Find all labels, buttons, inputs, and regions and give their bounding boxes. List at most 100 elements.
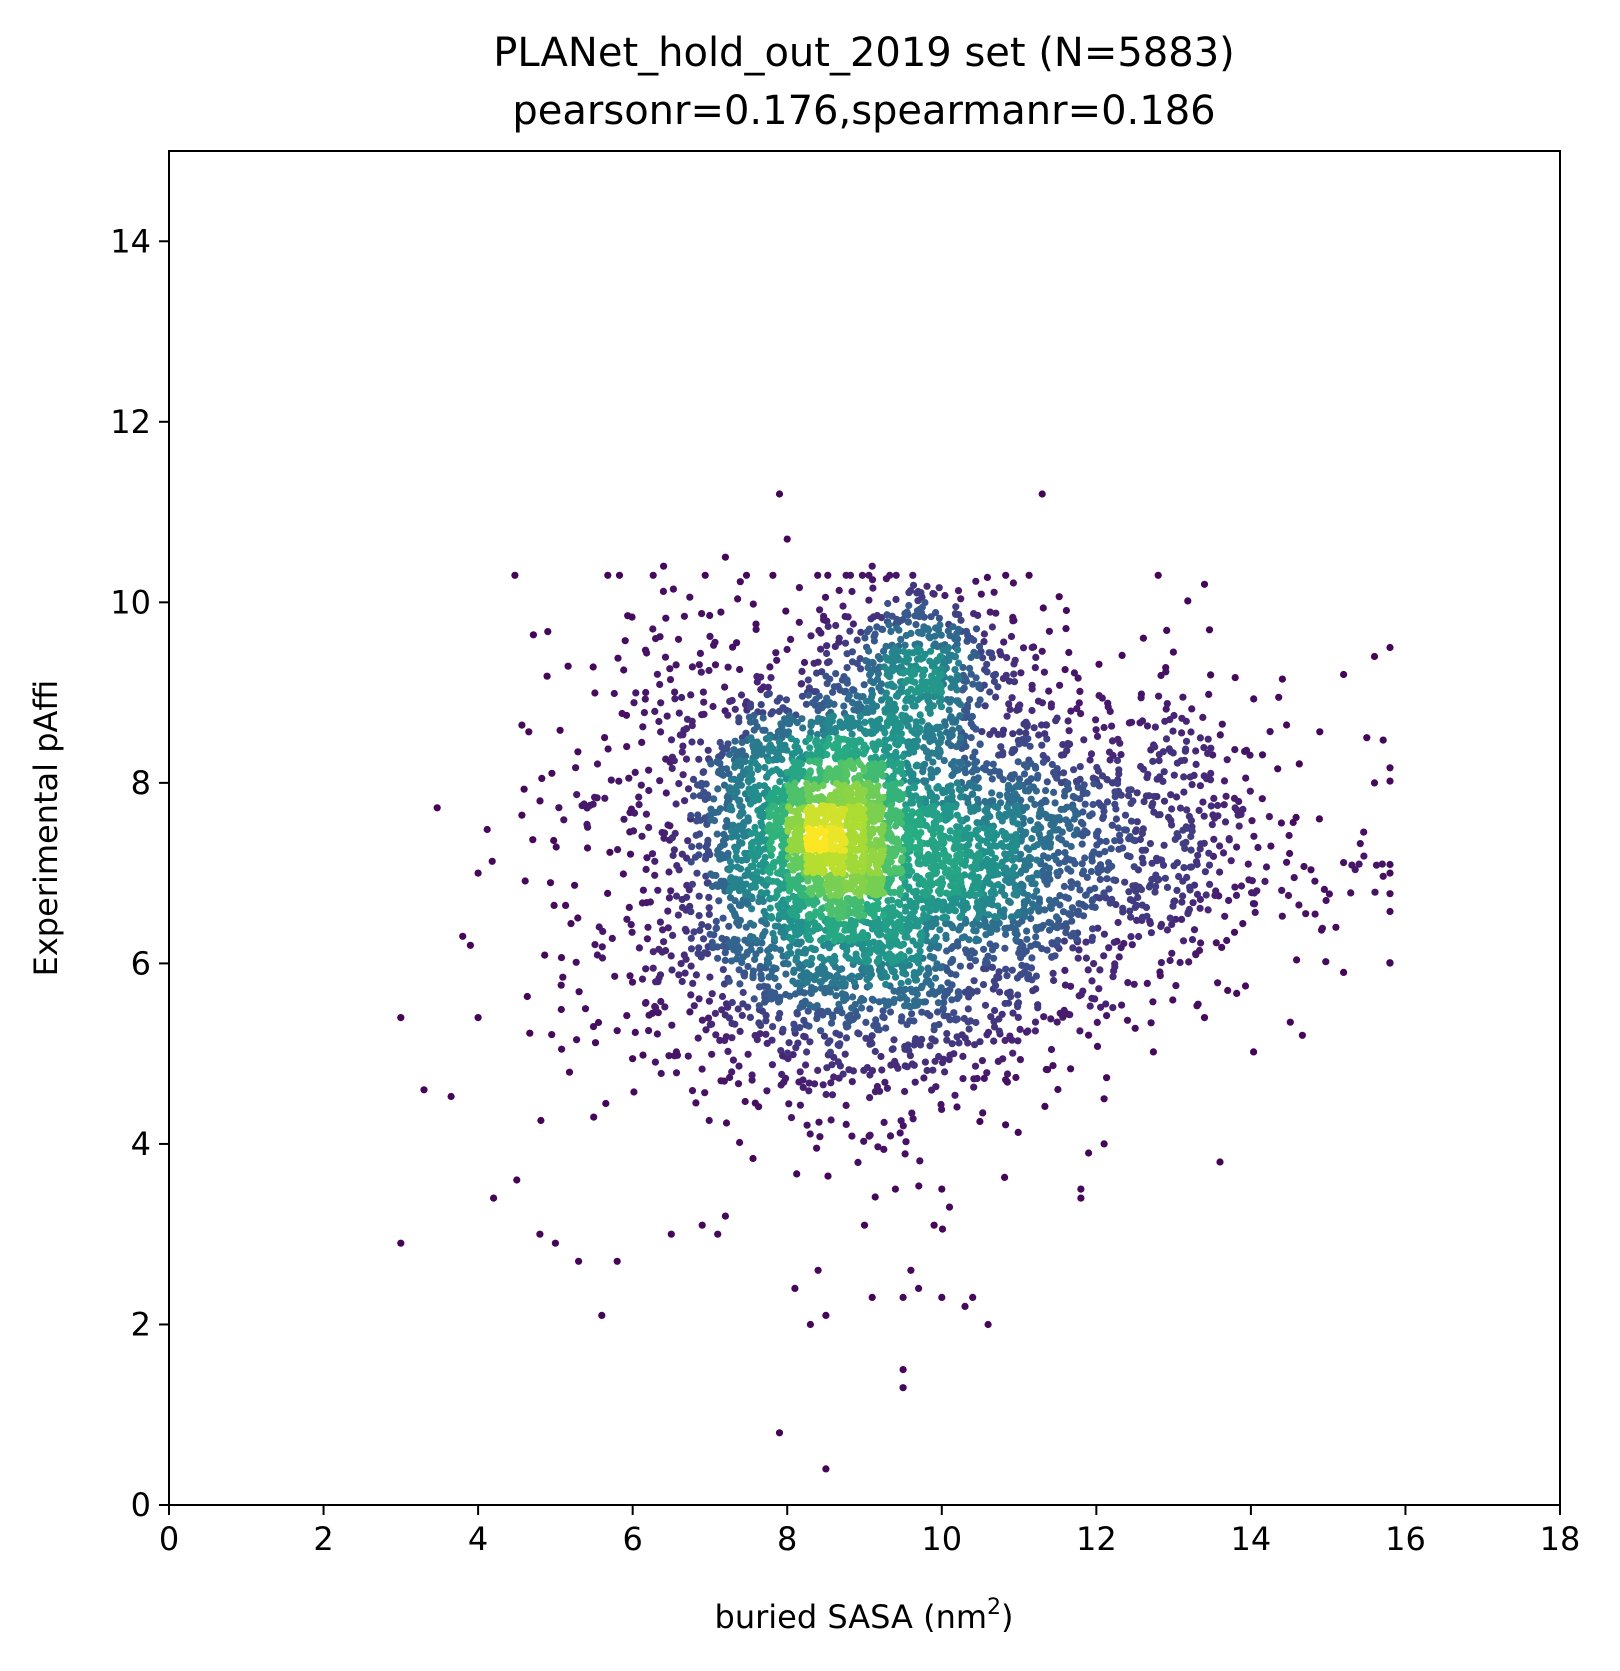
scatter-point bbox=[1093, 732, 1102, 741]
scatter-point bbox=[909, 1115, 917, 1123]
scatter-point bbox=[1092, 716, 1100, 724]
scatter-point bbox=[997, 651, 1005, 659]
scatter-point bbox=[834, 1041, 842, 1049]
scatter-point bbox=[681, 925, 690, 933]
scatter-point bbox=[985, 911, 993, 919]
scatter-point bbox=[813, 669, 821, 677]
scatter-point bbox=[719, 966, 727, 974]
scatter-point bbox=[730, 746, 738, 754]
scatter-point bbox=[777, 770, 785, 778]
scatter-point bbox=[725, 1014, 734, 1022]
scatter-point bbox=[1088, 897, 1096, 905]
scatter-point bbox=[662, 789, 670, 797]
scatter-point bbox=[712, 871, 720, 880]
scatter-point bbox=[953, 640, 961, 648]
scatter-point bbox=[940, 757, 948, 765]
scatter-point bbox=[1208, 821, 1216, 829]
scatter-point bbox=[1100, 1140, 1108, 1148]
scatter-point bbox=[1163, 926, 1171, 934]
scatter-point bbox=[706, 632, 714, 641]
scatter-point bbox=[1022, 718, 1030, 726]
scatter-point bbox=[1053, 765, 1061, 773]
scatter-point bbox=[1020, 909, 1028, 917]
scatter-point bbox=[751, 823, 759, 832]
scatter-point bbox=[832, 621, 840, 630]
scatter-point bbox=[929, 732, 937, 740]
scatter-point bbox=[931, 824, 939, 832]
scatter-point bbox=[707, 760, 715, 768]
scatter-point bbox=[824, 933, 832, 941]
scatter-point bbox=[620, 815, 628, 823]
scatter-point bbox=[972, 577, 980, 585]
scatter-point bbox=[1103, 875, 1111, 883]
scatter-point bbox=[824, 1039, 832, 1047]
scatter-point bbox=[1021, 787, 1030, 795]
scatter-point bbox=[733, 783, 741, 791]
scatter-point bbox=[649, 571, 657, 579]
scatter-point bbox=[667, 952, 675, 960]
scatter-point bbox=[860, 744, 868, 752]
scatter-point bbox=[726, 805, 734, 813]
scatter-point bbox=[642, 998, 650, 1007]
scatter-point bbox=[1205, 861, 1214, 869]
scatter-point bbox=[928, 662, 936, 670]
scatter-point bbox=[848, 730, 856, 738]
scatter-point bbox=[961, 674, 970, 683]
scatter-point bbox=[714, 954, 722, 962]
scatter-point bbox=[686, 593, 694, 601]
scatter-point bbox=[1009, 1049, 1017, 1057]
scatter-point bbox=[1059, 1013, 1067, 1021]
scatter-point bbox=[951, 610, 960, 618]
scatter-point bbox=[959, 906, 968, 915]
scatter-point bbox=[630, 699, 638, 707]
scatter-point bbox=[836, 907, 844, 915]
scatter-point bbox=[1147, 1019, 1155, 1027]
scatter-point bbox=[870, 909, 878, 917]
scatter-point bbox=[1218, 720, 1226, 728]
scatter-point bbox=[972, 625, 981, 633]
scatter-point bbox=[1025, 571, 1033, 579]
scatter-point bbox=[664, 924, 672, 932]
scatter-point bbox=[728, 998, 736, 1007]
scatter-point bbox=[1012, 1073, 1020, 1082]
scatter-point bbox=[1100, 807, 1108, 815]
scatter-point bbox=[1111, 788, 1119, 796]
scatter-point bbox=[894, 918, 903, 926]
scatter-point bbox=[853, 933, 861, 941]
scatter-point bbox=[763, 1087, 771, 1095]
scatter-point bbox=[1086, 812, 1094, 820]
scatter-point bbox=[1115, 770, 1123, 778]
scatter-point bbox=[884, 599, 892, 608]
scatter-point bbox=[654, 886, 662, 894]
scatter-point bbox=[1133, 901, 1141, 910]
scatter-point bbox=[550, 901, 558, 910]
scatter-point bbox=[845, 691, 853, 700]
scatter-point bbox=[678, 693, 686, 702]
scatter-point bbox=[733, 955, 741, 963]
scatter-point bbox=[759, 726, 767, 734]
scatter-point bbox=[695, 912, 703, 920]
scatter-point bbox=[1073, 705, 1081, 713]
scatter-point bbox=[917, 821, 925, 829]
scatter-point bbox=[894, 1064, 902, 1072]
scatter-point bbox=[836, 686, 844, 694]
scatter-point bbox=[1356, 840, 1364, 848]
scatter-point bbox=[931, 1057, 939, 1065]
scatter-point bbox=[974, 701, 982, 709]
scatter-point bbox=[877, 1052, 885, 1061]
scatter-point bbox=[1049, 969, 1057, 978]
scatter-point bbox=[766, 863, 774, 872]
scatter-point bbox=[976, 1038, 984, 1046]
scatter-point bbox=[1205, 626, 1214, 634]
scatter-point bbox=[899, 969, 907, 977]
scatter-point bbox=[1277, 819, 1285, 827]
scatter-point bbox=[1207, 802, 1215, 810]
scatter-point bbox=[831, 728, 840, 737]
scatter-point bbox=[1283, 721, 1291, 729]
scatter-point bbox=[1111, 963, 1119, 971]
scatter-point bbox=[947, 782, 955, 790]
scatter-point bbox=[1207, 769, 1215, 778]
scatter-point bbox=[651, 857, 659, 865]
scatter-point bbox=[1028, 643, 1036, 652]
scatter-point bbox=[905, 947, 913, 955]
